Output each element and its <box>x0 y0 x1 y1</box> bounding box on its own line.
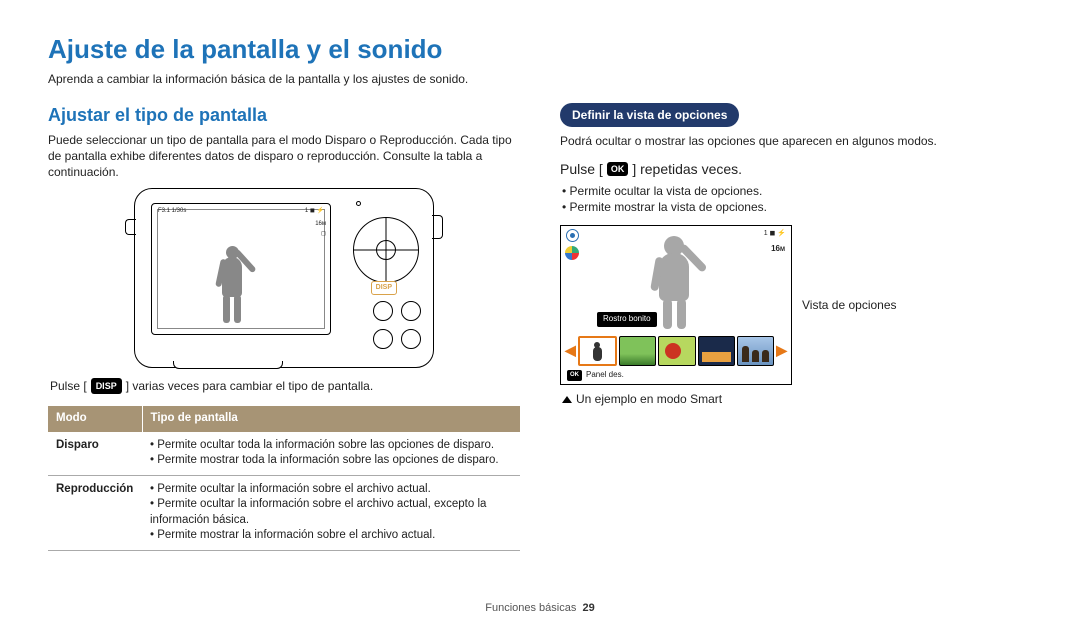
camera-button <box>401 329 421 349</box>
th-display-type: Tipo de pantalla <box>142 406 520 432</box>
display-type-table: Modo Tipo de pantalla Disparo Permite oc… <box>48 406 520 551</box>
camera-button <box>373 301 393 321</box>
list-item: Permite ocultar la información sobre el … <box>150 482 512 498</box>
right-paragraph: Podrá ocultar o mostrar las opciones que… <box>560 133 1032 149</box>
indicator-led <box>356 201 361 206</box>
row-reproduccion-content: Permite ocultar la información sobre el … <box>142 475 520 550</box>
preview-screen: 1 ◼ ⚡ 16M Rostro bonito ▶ <box>560 225 792 385</box>
camera-button <box>373 329 393 349</box>
subject-silhouette <box>210 246 254 326</box>
ok-key-icon: OK <box>607 162 629 176</box>
text: Pulse [ <box>50 378 87 394</box>
text: ] varias veces para cambiar el tipo de p… <box>126 378 373 394</box>
list-item: Permite mostrar la información sobre el … <box>150 528 512 544</box>
thumb-macro <box>658 336 695 366</box>
page-number: 29 <box>582 602 594 614</box>
list-item: Permite ocultar la información sobre el … <box>150 497 512 528</box>
screen-status-icons: 1 ◼ ⚡ <box>305 207 324 215</box>
page-footer: Funciones básicas 29 <box>0 601 1080 616</box>
left-column: Ajustar el tipo de pantalla Puede selecc… <box>48 103 520 551</box>
camera-bottom-plate <box>173 361 283 369</box>
left-heading: Ajustar el tipo de pantalla <box>48 103 520 127</box>
row-disparo-content: Permite ocultar toda la información sobr… <box>142 432 520 476</box>
camera-button <box>401 301 421 321</box>
text: Pulse [ <box>560 160 603 179</box>
thumbnail-strip: ▶ ▶ <box>565 336 787 366</box>
disp-callout: DISP <box>371 281 397 294</box>
side-caption: Vista de opciones <box>802 297 897 313</box>
left-paragraph: Puede seleccionar un tipo de pantalla pa… <box>48 132 520 181</box>
th-mode: Modo <box>48 406 142 432</box>
page-title: Ajuste de la pantalla y el sonido <box>48 32 1032 67</box>
thumb-landscape <box>619 336 656 366</box>
tooltip-label: Rostro bonito <box>597 312 657 327</box>
text: Un ejemplo en modo Smart <box>576 391 722 407</box>
below-caption: Un ejemplo en modo Smart <box>562 391 1032 407</box>
row-reproduccion: Reproducción <box>48 475 142 550</box>
footer-section: Funciones básicas <box>485 602 576 614</box>
section-pill: Definir la vista de opciones <box>560 103 739 127</box>
pv-resolution: 16M <box>771 244 785 255</box>
disp-key-icon: DISP <box>91 378 122 394</box>
options-bullets: Permite ocultar la vista de opciones. Pe… <box>562 183 1032 215</box>
arrow-right-icon: ▶ <box>776 341 787 360</box>
pv-status-icons: 1 ◼ ⚡ <box>764 229 786 242</box>
thumb-selected <box>578 336 617 366</box>
thumb-group <box>737 336 774 366</box>
screen-resolution: 16ᴍ <box>315 220 326 228</box>
list-item: Permite ocultar la vista de opciones. <box>562 183 1032 199</box>
list-item: Permite mostrar toda la información sobr… <box>150 453 512 469</box>
color-wheel-icon <box>565 246 579 260</box>
press-instruction: Pulse [ DISP ] varias veces para cambiar… <box>50 378 520 394</box>
page-intro: Aprenda a cambiar la información básica … <box>48 71 1032 87</box>
row-disparo: Disparo <box>48 432 142 476</box>
arrow-left-icon: ▶ <box>565 341 576 360</box>
list-item: Permite mostrar la vista de opciones. <box>562 199 1032 215</box>
ok-mini-icon: OK <box>567 370 582 380</box>
screen-exposure: F3.1 1/30s <box>158 207 186 215</box>
mode-icon <box>566 229 579 242</box>
list-item: Permite ocultar toda la información sobr… <box>150 438 512 454</box>
camera-diagram: F3.1 1/30s 1 ◼ ⚡ 16ᴍ ◻ <box>48 188 520 368</box>
thumb-night <box>698 336 735 366</box>
right-column: Definir la vista de opciones Podrá ocult… <box>560 103 1032 551</box>
screen-icon-placeholder: ◻ <box>321 230 326 238</box>
text: Panel des. <box>586 370 624 381</box>
text: ] repetidas veces. <box>632 160 742 179</box>
panel-off-label: OK Panel des. <box>567 370 624 381</box>
dpad <box>353 217 419 283</box>
triangle-up-icon <box>562 396 572 403</box>
press-ok-instruction: Pulse [ OK ] repetidas veces. <box>560 160 1032 179</box>
